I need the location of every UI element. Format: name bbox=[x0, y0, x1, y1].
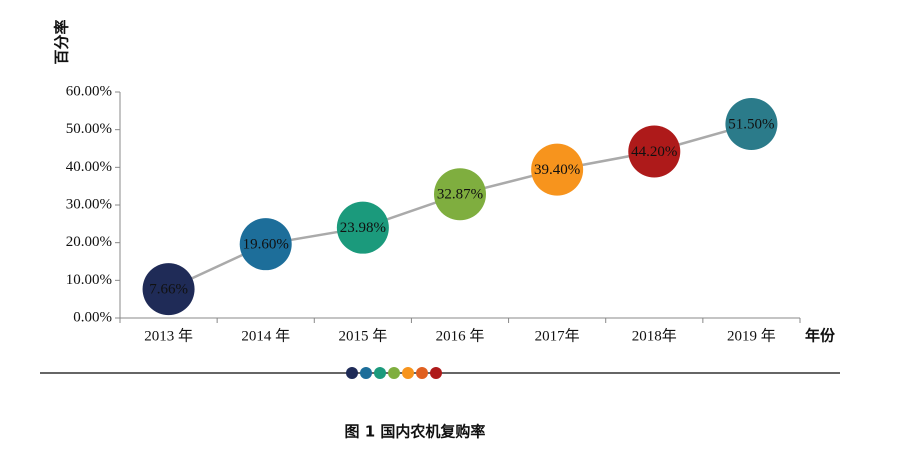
y-tick-label: 30.00% bbox=[66, 196, 112, 212]
y-tick-label: 50.00% bbox=[66, 121, 112, 137]
x-tick-label: 2014 年 bbox=[241, 327, 290, 344]
y-tick-label: 0.00% bbox=[73, 309, 112, 325]
caption: 图 1 国内农机复购率 bbox=[345, 423, 486, 441]
data-label: 19.60% bbox=[243, 237, 289, 253]
bubble bbox=[725, 98, 778, 151]
bubble bbox=[434, 168, 486, 221]
x-tick-label: 2017年 bbox=[535, 327, 580, 344]
bubble bbox=[531, 143, 584, 196]
bubble bbox=[336, 201, 389, 254]
bubble bbox=[239, 218, 292, 271]
y-tick-label: 10.00% bbox=[66, 272, 112, 288]
decoration bbox=[346, 367, 442, 379]
y-tick-label: 40.00% bbox=[66, 159, 112, 175]
data-label: 7.66% bbox=[149, 282, 188, 298]
x-tick-label: 2015 年 bbox=[338, 327, 387, 344]
x-tick-label: 2018年 bbox=[632, 327, 677, 344]
x-tick-label: 2016 年 bbox=[436, 327, 485, 344]
data-label: 32.87% bbox=[437, 187, 483, 203]
x-tick-label: 2013 年 bbox=[144, 327, 193, 344]
x-tick-label: 2019 年 bbox=[727, 327, 776, 344]
y-axis-label: 百分率 bbox=[53, 19, 71, 64]
bubble bbox=[628, 125, 681, 178]
bubble bbox=[142, 263, 195, 316]
data-label: 39.40% bbox=[534, 162, 580, 178]
data-label: 44.20% bbox=[631, 144, 677, 160]
y-tick-label: 60.00% bbox=[66, 83, 112, 99]
x-axis-label: 年份 bbox=[805, 327, 836, 345]
y-tick-label: 20.00% bbox=[66, 234, 112, 250]
data-label: 51.50% bbox=[728, 116, 774, 132]
data-label: 23.98% bbox=[340, 220, 386, 236]
